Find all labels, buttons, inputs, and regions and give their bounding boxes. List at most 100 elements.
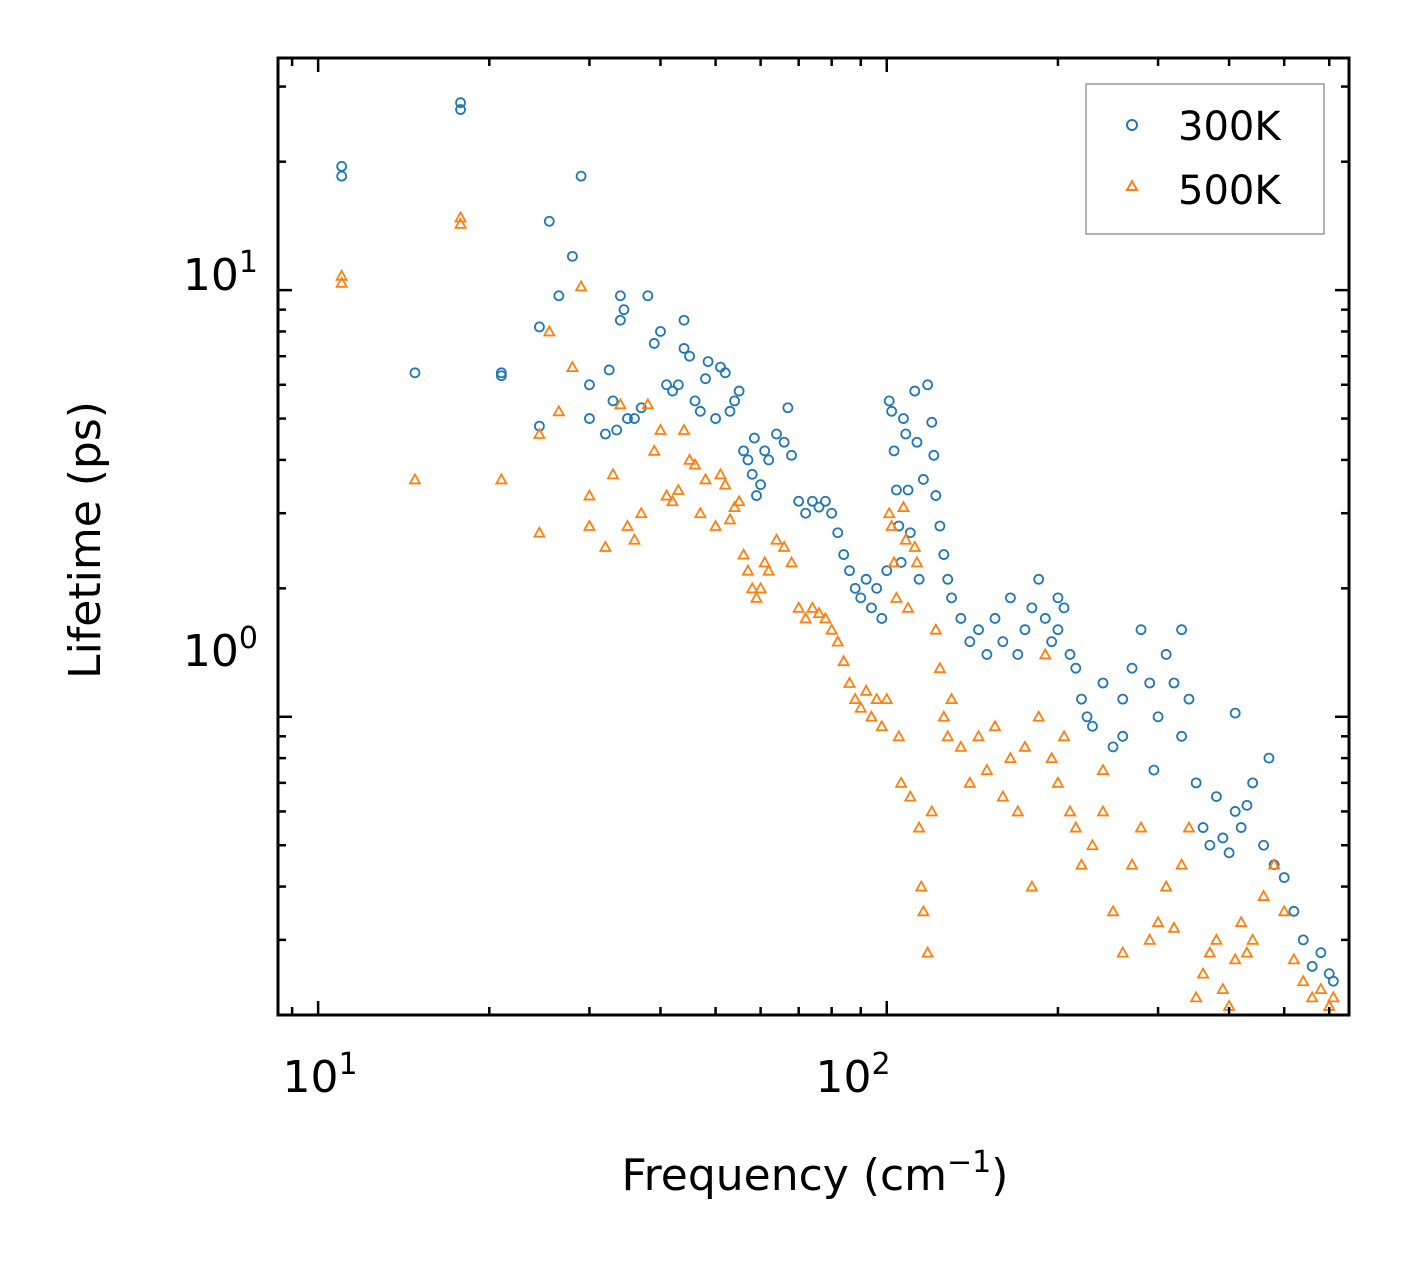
point-500k-24 — [665, 494, 680, 507]
point-300k-36 — [700, 373, 711, 385]
point-500k-81 — [933, 661, 947, 674]
y-tick-labels: 101 100 — [183, 245, 258, 677]
point-300k-128 — [1211, 791, 1222, 803]
point-500k-96 — [1038, 647, 1052, 660]
point-300k-62 — [832, 527, 844, 539]
point-500k-107 — [1125, 857, 1139, 870]
y-axis-label: Lifetime (ps) — [60, 401, 111, 679]
point-500k-97 — [1045, 751, 1059, 764]
point-500k-40 — [749, 590, 763, 603]
point-500k-70 — [899, 532, 913, 545]
point-300k-92 — [942, 573, 954, 585]
point-300k-57 — [800, 507, 812, 519]
point-300k-46 — [746, 468, 758, 480]
point-300k-69 — [871, 582, 883, 594]
y-tick-label-1: 100 — [183, 621, 258, 677]
point-300k-3 — [455, 97, 466, 109]
point-500k-66 — [889, 590, 903, 603]
point-500k-45 — [777, 540, 791, 552]
point-300k-68 — [866, 602, 877, 614]
point-500k-79 — [925, 804, 939, 817]
point-300k-21 — [618, 304, 630, 316]
point-500k-131 — [1314, 982, 1328, 995]
point-500k-51 — [818, 611, 832, 624]
point-300k-16 — [603, 364, 615, 376]
point-500k-5 — [494, 472, 508, 485]
point-300k-18 — [611, 424, 623, 436]
point-300k-53 — [778, 436, 790, 448]
point-500k-0 — [335, 269, 349, 281]
point-300k-107 — [1052, 624, 1064, 636]
point-500k-23 — [660, 488, 674, 501]
point-300k-83 — [911, 436, 923, 448]
point-500k-78 — [921, 945, 935, 958]
point-300k-103 — [1026, 602, 1038, 614]
point-500k-1 — [335, 276, 349, 288]
point-500k-108 — [1134, 820, 1148, 833]
point-300k-10 — [553, 290, 565, 302]
point-500k-54 — [837, 654, 851, 667]
point-500k-91 — [1003, 751, 1017, 764]
point-500k-31 — [709, 519, 723, 531]
point-500k-99 — [1057, 729, 1071, 742]
point-300k-33 — [684, 350, 695, 362]
point-500k-123 — [1240, 945, 1254, 958]
point-300k-22 — [622, 413, 633, 424]
point-300k-111 — [1076, 693, 1087, 705]
point-300k-86 — [922, 379, 934, 391]
point-300k-72 — [883, 395, 895, 407]
point-300k-123 — [1176, 624, 1187, 636]
point-500k-89 — [988, 719, 1002, 732]
point-300k-11 — [566, 250, 578, 262]
point-300k-90 — [934, 520, 946, 532]
point-300k-135 — [1258, 839, 1270, 851]
point-300k-9 — [543, 215, 555, 227]
point-300k-139 — [1297, 934, 1309, 946]
point-500k-11 — [574, 279, 588, 292]
point-500k-106 — [1116, 945, 1130, 958]
point-500k-38 — [741, 563, 755, 576]
point-500k-65 — [887, 555, 901, 568]
point-500k-110 — [1151, 915, 1165, 928]
point-300k-31 — [678, 314, 690, 326]
point-500k-60 — [870, 692, 884, 705]
point-300k-112 — [1081, 711, 1093, 723]
point-500k-17 — [620, 519, 635, 531]
point-300k-145 — [1117, 730, 1129, 742]
point-300k-50 — [759, 445, 771, 457]
point-300k-85 — [918, 474, 929, 485]
point-300k-30 — [672, 379, 684, 391]
point-300k-104 — [1033, 573, 1045, 585]
point-500k-113 — [1175, 857, 1189, 870]
point-500k-57 — [854, 700, 868, 713]
point-300k-124 — [1183, 693, 1195, 705]
point-500k-44 — [770, 532, 784, 545]
point-300k-13 — [584, 413, 595, 424]
point-300k-49 — [755, 479, 767, 491]
point-500k-92 — [1011, 804, 1025, 817]
point-500k-49 — [805, 601, 819, 613]
point-300k-131 — [1229, 806, 1241, 817]
point-500k-83 — [941, 729, 955, 742]
point-300k-132 — [1235, 822, 1247, 833]
legend-label-500k: 500K — [1178, 168, 1282, 214]
point-500k-124 — [1246, 933, 1260, 945]
point-500k-93 — [1018, 740, 1032, 752]
point-300k-40 — [719, 367, 731, 379]
point-500k-26 — [677, 423, 691, 435]
point-500k-129 — [1296, 974, 1310, 987]
point-500k-115 — [1189, 990, 1203, 1003]
point-500k-114 — [1182, 820, 1196, 833]
point-300k-42 — [729, 395, 740, 407]
point-500k-39 — [745, 581, 759, 594]
legend-box — [1085, 83, 1325, 235]
point-500k-53 — [831, 634, 845, 647]
point-300k-58 — [807, 495, 818, 507]
point-300k-108 — [1058, 602, 1070, 614]
point-300k-71 — [881, 565, 893, 577]
point-300k-73 — [886, 405, 898, 417]
point-300k-87 — [926, 416, 938, 428]
point-300k-113 — [1087, 720, 1098, 732]
point-300k-65 — [849, 582, 861, 594]
point-500k-64 — [885, 519, 899, 531]
